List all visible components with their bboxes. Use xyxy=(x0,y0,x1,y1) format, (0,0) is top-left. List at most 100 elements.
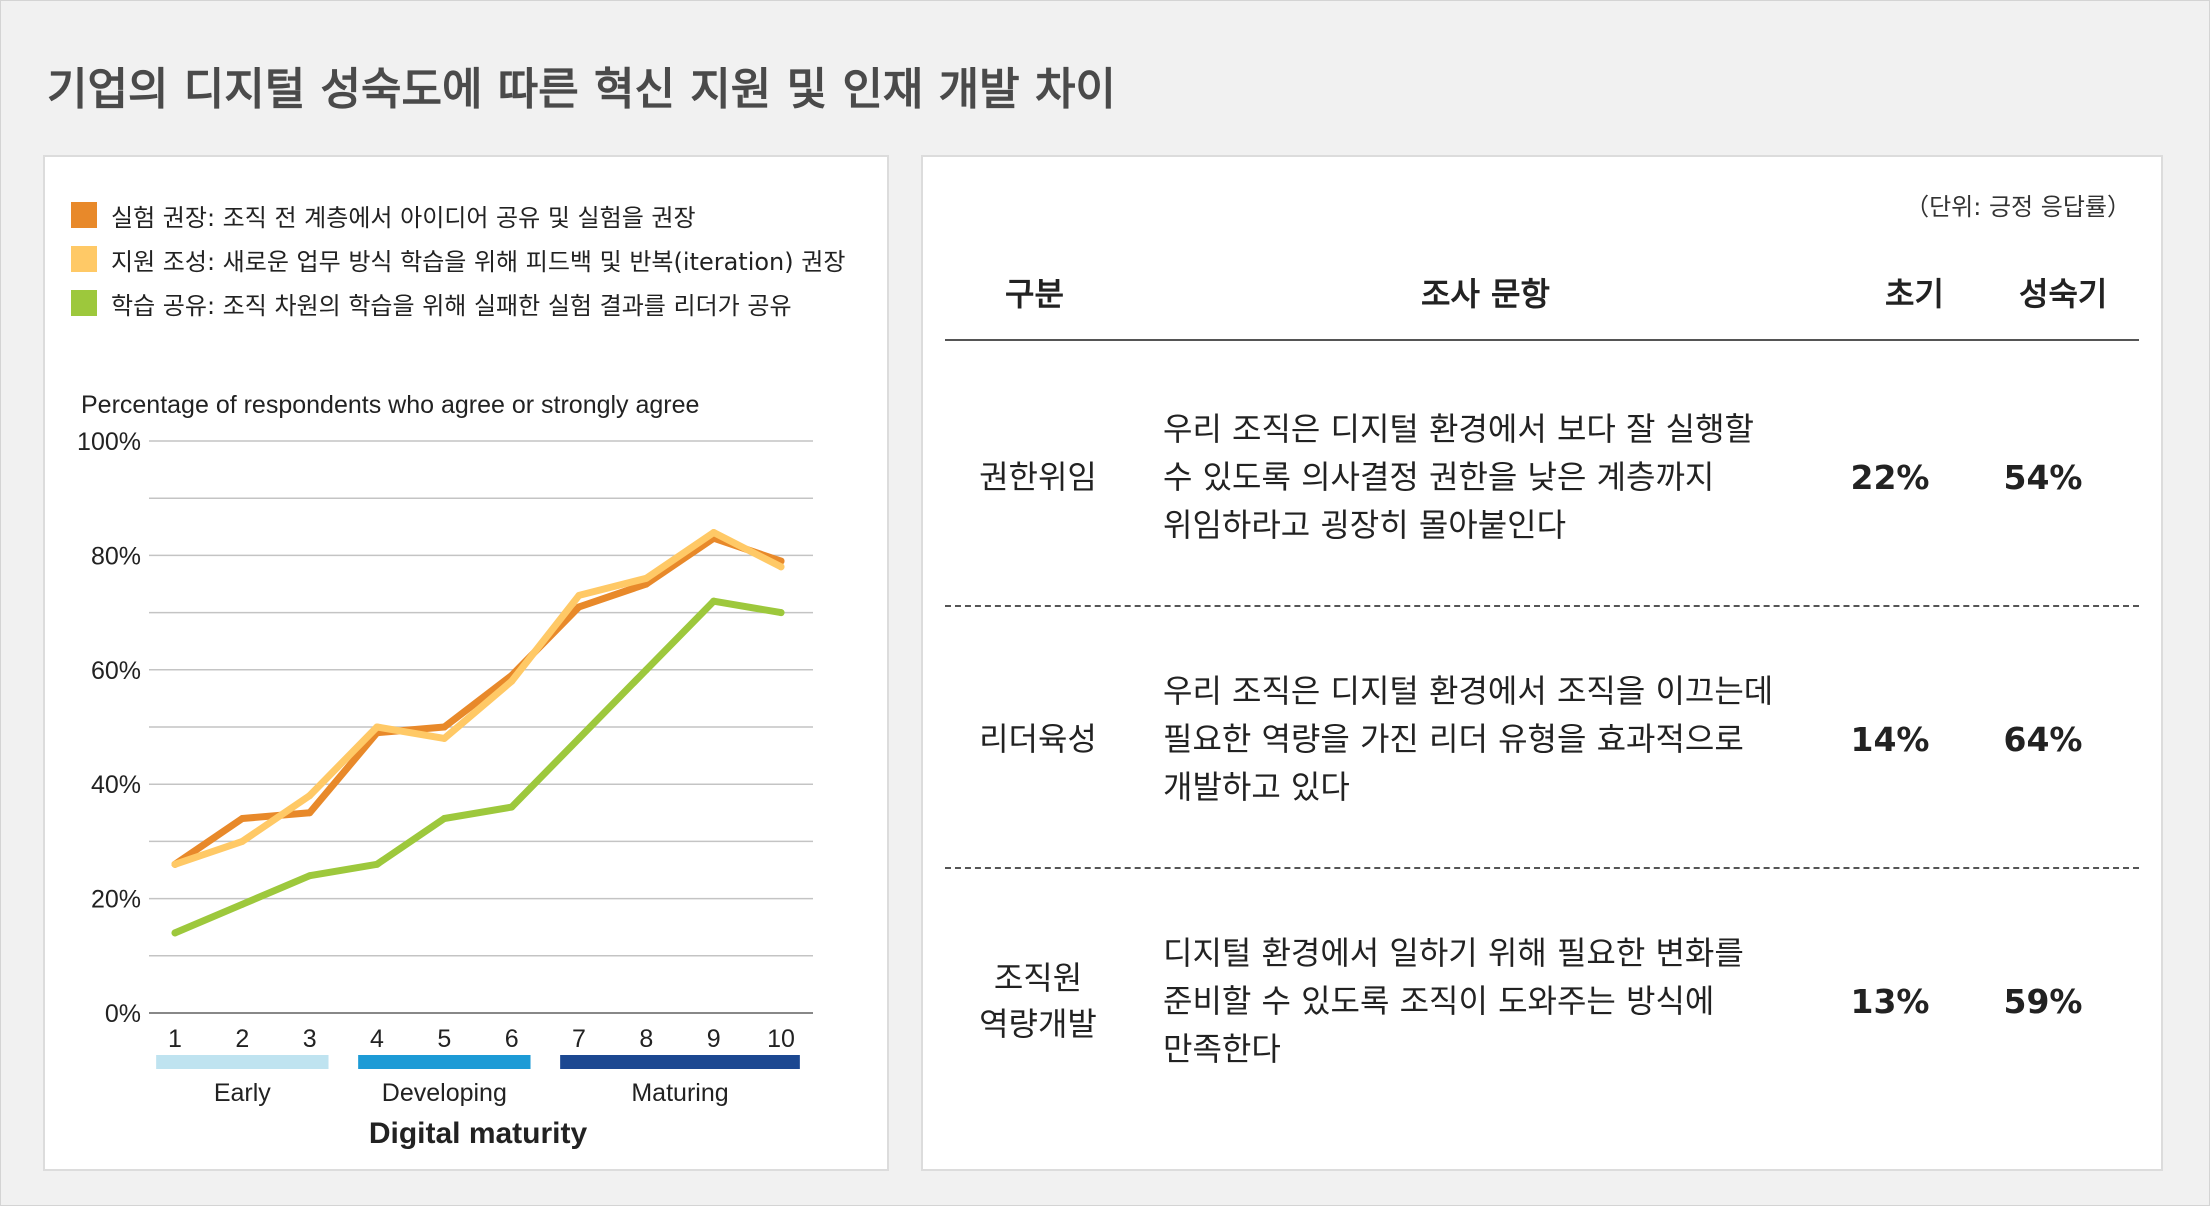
legend-swatch xyxy=(71,290,97,316)
data-point xyxy=(306,809,314,817)
row-category: 권한위임 xyxy=(945,347,1131,607)
data-point xyxy=(575,603,583,611)
maturity-group-bar xyxy=(156,1055,329,1069)
legend-swatch xyxy=(71,202,97,228)
legend-label: 실험 권장: 조직 전 계층에서 아이디어 공유 및 실험을 권장 xyxy=(111,203,696,232)
row-early-value: 22% xyxy=(1850,457,1930,497)
row-maturing-value: 64% xyxy=(2003,719,2083,759)
row-category-line: 조직원 xyxy=(993,959,1083,997)
legend-item: 실험 권장: 조직 전 계층에서 아이디어 공유 및 실험을 권장 xyxy=(71,193,845,237)
x-axis-title: Digital maturity xyxy=(369,1117,588,1150)
data-point xyxy=(440,734,448,742)
maturity-group-bar xyxy=(358,1055,531,1069)
x-tick-label: 5 xyxy=(437,1025,451,1053)
data-point xyxy=(642,574,650,582)
y-tick-label: 0% xyxy=(105,1000,141,1028)
data-point xyxy=(440,815,448,823)
y-tick-label: 80% xyxy=(91,542,141,570)
maturity-group-label: Developing xyxy=(382,1079,507,1107)
legend-item: 학습 공유: 조직 차원의 학습을 위해 실패한 실험 결과를 리더가 공유 xyxy=(71,281,845,325)
header-question: 조사 문항 xyxy=(1421,275,1550,313)
data-point xyxy=(710,529,718,537)
header-rule xyxy=(945,339,2139,341)
data-point xyxy=(238,900,246,908)
x-tick-label: 8 xyxy=(639,1025,653,1053)
data-point xyxy=(777,563,785,571)
maturity-group-bar xyxy=(560,1055,800,1069)
row-question-line: 만족한다 xyxy=(1163,1030,1281,1068)
data-point xyxy=(238,815,246,823)
x-tick-label: 1 xyxy=(168,1025,182,1053)
table-row: 조직원 역량개발 디지털 환경에서 일하기 위해 필요한 변화를 준비할 수 있도록 … xyxy=(945,871,2139,1131)
row-maturing-value: 54% xyxy=(2003,457,2083,497)
row-question-line: 우리 조직은 디지털 환경에서 보다 잘 실행할 xyxy=(1163,410,1754,448)
maturity-group-label: Maturing xyxy=(631,1079,728,1107)
data-point xyxy=(171,860,179,868)
data-point xyxy=(373,860,381,868)
row-question-line: 개발하고 있다 xyxy=(1163,768,1350,806)
row-early-value: 13% xyxy=(1850,981,1930,1021)
y-tick-label: 40% xyxy=(91,771,141,799)
x-tick-label: 6 xyxy=(505,1025,519,1053)
header-category: 구분 xyxy=(1005,275,1064,313)
row-early-value: 14% xyxy=(1850,719,1930,759)
row-question-line: 준비할 수 있도록 조직이 도와주는 방식에 xyxy=(1163,982,1715,1020)
row-separator xyxy=(945,605,2139,607)
page-title: 기업의 디지털 성숙도에 따른 혁신 지원 및 인재 개발 차이 xyxy=(47,64,1116,115)
legend-swatch xyxy=(71,246,97,272)
row-category-line: 역량개발 xyxy=(979,1005,1097,1043)
data-point xyxy=(440,723,448,731)
row-question-line: 위임하라고 굉장히 몰아붙인다 xyxy=(1163,506,1567,544)
line-chart: Percentage of respondents who agree or s… xyxy=(77,391,813,1150)
data-point xyxy=(575,591,583,599)
row-category-line: 권한위임 xyxy=(979,458,1097,496)
row-separator xyxy=(945,867,2139,869)
data-point xyxy=(306,792,314,800)
legend-item: 지원 조성: 새로운 업무 방식 학습을 위해 피드백 및 반복(iterati… xyxy=(71,237,845,281)
x-tick-label: 4 xyxy=(370,1025,384,1053)
row-question-line: 필요한 역량을 가진 리더 유형을 효과적으로 xyxy=(1163,720,1744,758)
data-point xyxy=(508,803,516,811)
row-question-line: 우리 조직은 디지털 환경에서 조직을 이끄는데 xyxy=(1163,672,1774,710)
data-point xyxy=(710,597,718,605)
header-maturing: 성숙기 xyxy=(2019,275,2108,313)
data-point xyxy=(238,837,246,845)
legend-label: 학습 공유: 조직 차원의 학습을 위해 실패한 실험 결과를 리더가 공유 xyxy=(111,291,792,320)
series-line xyxy=(171,597,785,937)
row-maturing-value: 59% xyxy=(2003,981,2083,1021)
series-line xyxy=(171,529,785,868)
row-category: 리더육성 xyxy=(945,609,1131,869)
y-tick-label: 60% xyxy=(91,657,141,685)
x-tick-label: 7 xyxy=(572,1025,586,1053)
data-point xyxy=(642,666,650,674)
data-point xyxy=(777,609,785,617)
y-tick-label: 20% xyxy=(91,886,141,914)
row-question-line: 디지털 환경에서 일하기 위해 필요한 변화를 xyxy=(1163,934,1744,972)
maturity-group-label: Early xyxy=(214,1079,271,1107)
data-point xyxy=(171,929,179,937)
legend-label: 지원 조성: 새로운 업무 방식 학습을 위해 피드백 및 반복(iterati… xyxy=(111,247,846,276)
unit-note: （단위: 긍정 응답률） xyxy=(1905,193,2131,221)
row-category-line: 리더육성 xyxy=(979,720,1097,758)
data-point xyxy=(373,723,381,731)
row-question-line: 수 있도록 의사결정 권한을 낮은 계층까지 xyxy=(1163,458,1715,496)
x-tick-label: 9 xyxy=(707,1025,721,1053)
data-point xyxy=(306,872,314,880)
header-early: 초기 xyxy=(1885,275,1944,313)
y-axis-caption: Percentage of respondents who agree or s… xyxy=(81,391,699,419)
x-tick-label: 2 xyxy=(235,1025,249,1053)
x-tick-label: 10 xyxy=(767,1025,795,1053)
y-tick-label: 100% xyxy=(77,428,141,456)
data-point xyxy=(575,734,583,742)
data-point xyxy=(508,677,516,685)
x-tick-label: 3 xyxy=(303,1025,317,1053)
